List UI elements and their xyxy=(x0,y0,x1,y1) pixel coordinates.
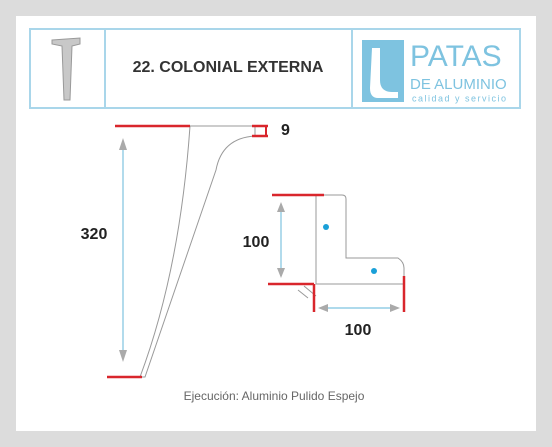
panel xyxy=(16,16,536,431)
logo-subtitle: DE ALUMINIO xyxy=(410,76,507,93)
dim-top: 9 xyxy=(281,122,290,139)
dim-bracket-height: 100 xyxy=(243,234,270,251)
footer: Ejecución: Aluminio Pulido Espejo xyxy=(184,389,365,403)
logo-name: PATAS xyxy=(410,40,502,73)
leg-drawing xyxy=(107,124,268,379)
header-box xyxy=(29,28,521,109)
dim-bracket-width: 100 xyxy=(345,322,372,339)
product-thumb xyxy=(51,37,81,101)
title: 22. COLONIAL EXTERNA xyxy=(133,59,324,76)
logo: PATAS DE ALUMINIO calidad y servicio xyxy=(362,40,508,103)
logo-tagline: calidad y servicio xyxy=(412,93,508,103)
bracket-drawing xyxy=(268,193,406,312)
dim-height: 320 xyxy=(81,226,108,243)
